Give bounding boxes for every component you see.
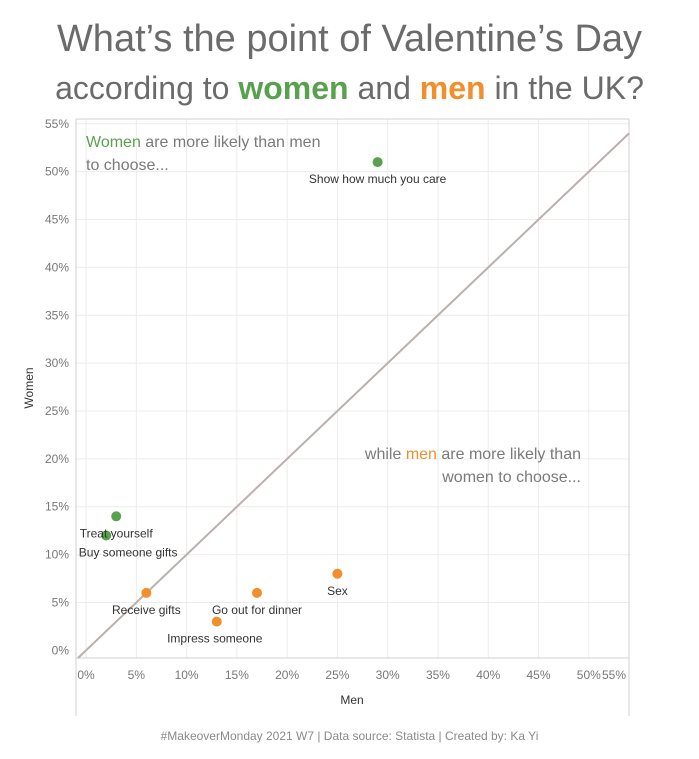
title-women-word: women [238,70,349,106]
y-tick-label: 50% [45,165,69,179]
footer-credits: #MakeoverMonday 2021 W7 | Data source: S… [160,729,539,743]
title-suffix: in the UK? [485,70,644,106]
x-tick-label: 35% [426,668,450,682]
y-tick-label: 35% [45,308,69,322]
point-layer [101,157,383,627]
y-tick-label: 45% [45,213,69,227]
chart-title-line2: according to women and men in the UK? [0,70,699,107]
point-label: Impress someone [167,632,263,646]
title-mid: and [348,70,420,106]
data-point [332,568,343,579]
point-label: Sex [327,584,348,598]
x-tick-label: 0% [77,668,95,682]
annotation-men-rest: are more likely than women to choose... [436,446,581,486]
y-tick-label: 15% [45,500,69,514]
x-tick-label: 30% [376,668,400,682]
x-tick-label: 45% [526,668,550,682]
axis-layer: 0%5%10%15%20%25%30%35%40%45%50%55%0% 5% 10… [45,117,630,716]
annotation-men-word: men [405,446,437,463]
data-point [372,157,383,168]
y-tick-label: 40% [45,260,69,274]
y-tick-label: 0% [52,643,70,657]
x-tick-label: 50% [577,668,601,682]
x-tick-label: 15% [225,668,249,682]
y-tick-label: 30% [45,356,69,370]
x-tick-label: 5% [128,668,146,682]
data-point [111,511,122,522]
data-point [141,587,152,598]
y-tick-label: 25% [45,404,69,418]
x-axis-label: Men [340,693,363,707]
data-point [211,616,222,627]
title-prefix: according to [55,70,239,106]
y-axis-label: Women [22,367,36,408]
annotation-men-prefix: while [364,446,406,463]
point-label: Buy someone gifts [79,545,178,559]
title-men-word: men [419,70,486,106]
x-tick-label: 55% [602,668,626,682]
grid-layer [76,119,629,658]
point-label: Show how much you care [309,172,447,186]
point-label: Receive gifts [112,603,181,617]
y-tick-label: 5% [52,595,70,609]
women-annotation: Women are more likely than men to choose… [86,131,326,177]
chart-title-line1: What’s the point of Valentine’s Day [56,18,643,60]
annotation-women-rest: are more likely than men to choose... [86,134,321,174]
y-tick-label: 20% [45,452,69,466]
y-tick-label: 55% [45,117,69,131]
men-annotation: while men are more likely than women to … [330,443,581,489]
point-label-layer: Show how much you care Treat yourself Buy … [79,172,447,646]
data-point [101,530,112,541]
x-tick-label: 40% [476,668,500,682]
x-tick-label: 20% [275,668,299,682]
x-tick-label: 10% [175,668,199,682]
annotation-women-word: Women [86,134,141,151]
x-tick-label: 25% [325,668,349,682]
equality-diagonal-line [77,132,630,659]
point-label: Go out for dinner [212,603,302,617]
data-point [251,587,262,598]
y-tick-label: 10% [45,548,69,562]
diagonal-layer [77,132,630,659]
point-label: Treat yourself [80,526,154,540]
